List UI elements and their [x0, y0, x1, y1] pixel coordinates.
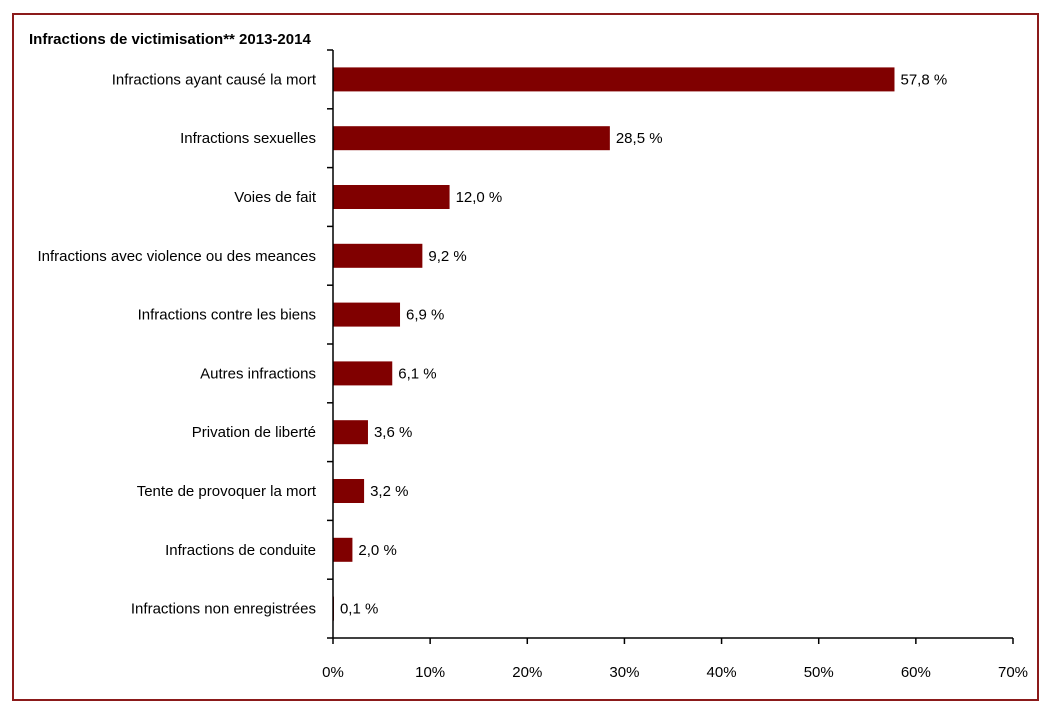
value-label: 57,8 %	[900, 71, 947, 88]
x-tick-label: 60%	[901, 664, 931, 681]
value-label: 9,2 %	[428, 248, 466, 265]
value-label: 3,2 %	[370, 483, 408, 500]
x-tick-label: 40%	[707, 664, 737, 681]
value-labels: 57,8 % 28,5 % 12,0 % 9,2 % 6,9 % 6,1 % 3,6 % 3,…	[340, 71, 947, 617]
value-label: 2,0 %	[358, 542, 396, 559]
value-label: 0,1 %	[340, 601, 378, 618]
category-label: Privation de liberté	[192, 424, 316, 441]
x-tick-label: 10%	[415, 664, 445, 681]
bar	[333, 361, 393, 386]
x-tick-label: 30%	[609, 664, 639, 681]
bars-group	[333, 67, 895, 621]
category-label: Infractions ayant causé la mort	[112, 71, 317, 88]
bar	[333, 185, 450, 209]
value-label: 3,6 %	[374, 424, 412, 441]
category-labels: Infractions ayant causé la mort Infractio…	[38, 71, 317, 617]
category-label: Tente de provoquer la mort	[137, 483, 317, 500]
chart-title: Infractions de victimisation** 2013-2014	[29, 31, 311, 48]
bar	[333, 67, 895, 92]
category-label: Infractions contre les biens	[138, 307, 316, 324]
x-tick-label: 50%	[804, 664, 834, 681]
value-label: 6,9 %	[406, 307, 444, 324]
value-label: 6,1 %	[398, 365, 436, 382]
bar	[333, 537, 353, 562]
category-label: Voies de fait	[234, 189, 317, 206]
category-label: Infractions avec violence ou des meances	[38, 248, 317, 265]
x-tick-label: 20%	[512, 664, 542, 681]
axes: 0% 10% 20% 30% 40% 50% 60% 70%	[322, 49, 1028, 681]
category-label: Infractions sexuelles	[180, 130, 316, 147]
x-tick-label: 0%	[322, 664, 344, 681]
category-label: Infractions non enregistrées	[131, 601, 316, 618]
x-tick-label: 70%	[998, 664, 1028, 681]
category-label: Autres infractions	[200, 365, 316, 382]
category-label: Infractions de conduite	[165, 542, 316, 559]
value-label: 28,5 %	[616, 130, 663, 147]
bar	[333, 126, 610, 151]
bar	[333, 302, 401, 327]
bar	[333, 420, 368, 445]
value-label: 12,0 %	[456, 189, 503, 206]
bar	[333, 479, 365, 503]
bar	[333, 243, 423, 268]
